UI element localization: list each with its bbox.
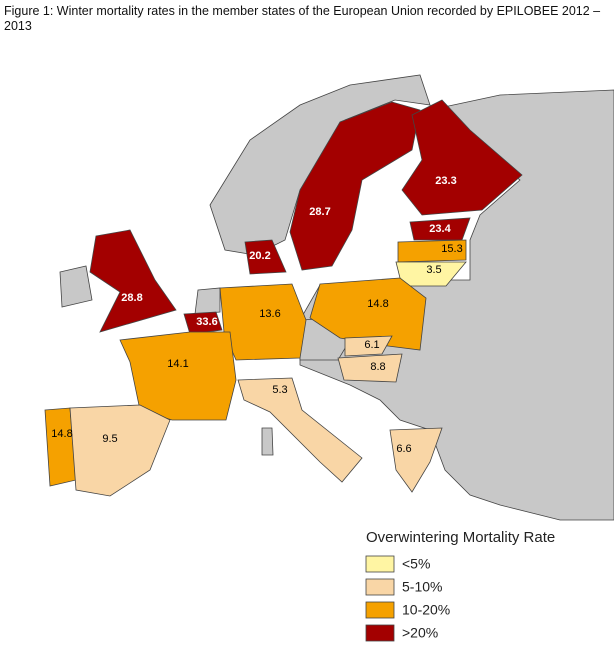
legend-swatch [365,624,395,642]
title: Figure 1: Winter mortality rates in the … [4,4,601,33]
region [344,335,393,357]
region [244,239,287,275]
region-label: 20.2 [249,250,270,262]
region-label: 8.8 [370,361,385,373]
region-label: 6.6 [396,443,411,455]
region-label: 33.6 [196,316,217,328]
region-label: 14.8 [367,298,388,310]
region-label: 9.5 [102,433,117,445]
region [389,427,443,493]
legend-swatch [365,578,395,596]
region [397,239,467,263]
region-label: 14.8 [51,428,72,440]
legend-title: Overwintering Mortality Rate [366,529,555,546]
region [289,101,421,271]
region [119,331,237,421]
region [337,353,403,383]
legend-swatch [365,555,395,573]
region-label: 6.1 [364,339,379,351]
region-label: 13.6 [259,308,280,320]
region [69,404,171,497]
legend-label: 5-10% [402,579,442,595]
region-label: 28.8 [121,292,142,304]
region-label: 5.3 [272,384,287,396]
legend-label: <5% [402,556,430,572]
land [59,265,93,308]
region [309,277,427,351]
region [219,283,307,361]
legend-label: >20% [402,625,438,641]
land [261,427,274,456]
land [194,287,221,315]
region-label: 23.3 [435,175,456,187]
legend: <5% 5-10% 10-20% >20% [365,555,450,642]
land [299,89,614,521]
region-label: 23.4 [429,223,451,235]
region-label: 28.7 [309,206,330,218]
legend-label: 10-20% [402,602,450,618]
region-label: 15.3 [441,243,462,255]
region [183,311,223,335]
region [89,229,177,333]
legend-swatch [365,601,395,619]
region-label: 14.1 [167,358,188,370]
region-label: 3.5 [426,264,441,276]
region [401,99,523,216]
region [237,377,363,483]
